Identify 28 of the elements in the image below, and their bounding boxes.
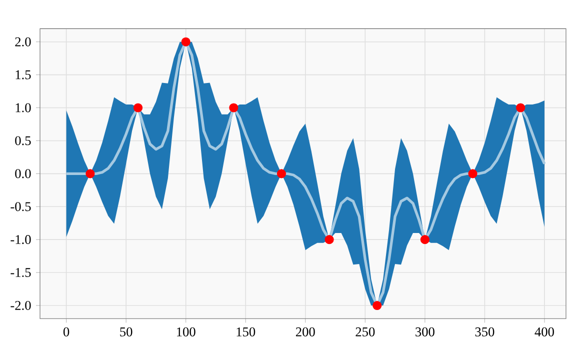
x-tick-label: 400 — [534, 327, 554, 336]
y-tick-label: -0.5 — [10, 202, 31, 212]
y-tick-label: 2.0 — [15, 37, 31, 46]
x-tick-label: 150 — [236, 327, 256, 336]
y-tick-label: 1.5 — [16, 70, 31, 80]
point — [516, 103, 526, 112]
x-tick-label: 250 — [356, 327, 375, 336]
point — [324, 235, 334, 244]
x-tick-label: 300 — [416, 327, 434, 336]
x-tick-label: 100 — [177, 327, 196, 336]
point — [229, 103, 238, 112]
point — [86, 169, 95, 178]
y-tick-label: -1.5 — [10, 268, 31, 278]
point — [420, 235, 430, 244]
point — [181, 37, 190, 46]
y-tick-label: 0.0 — [15, 169, 31, 178]
x-tick-label: 200 — [296, 327, 315, 336]
x-tick-label: 0 — [63, 327, 70, 336]
y-tick-label: -2.0 — [10, 300, 31, 310]
point — [276, 169, 286, 178]
y-tick-label: 0.5 — [15, 136, 31, 146]
x-tick-label: 50 — [120, 327, 132, 336]
y-tick-label: -1.0 — [10, 235, 31, 244]
point — [133, 103, 143, 112]
point — [372, 300, 382, 310]
x-tick-label: 350 — [475, 327, 494, 336]
point — [468, 169, 478, 178]
y-tick-label: 1.0 — [16, 103, 31, 112]
